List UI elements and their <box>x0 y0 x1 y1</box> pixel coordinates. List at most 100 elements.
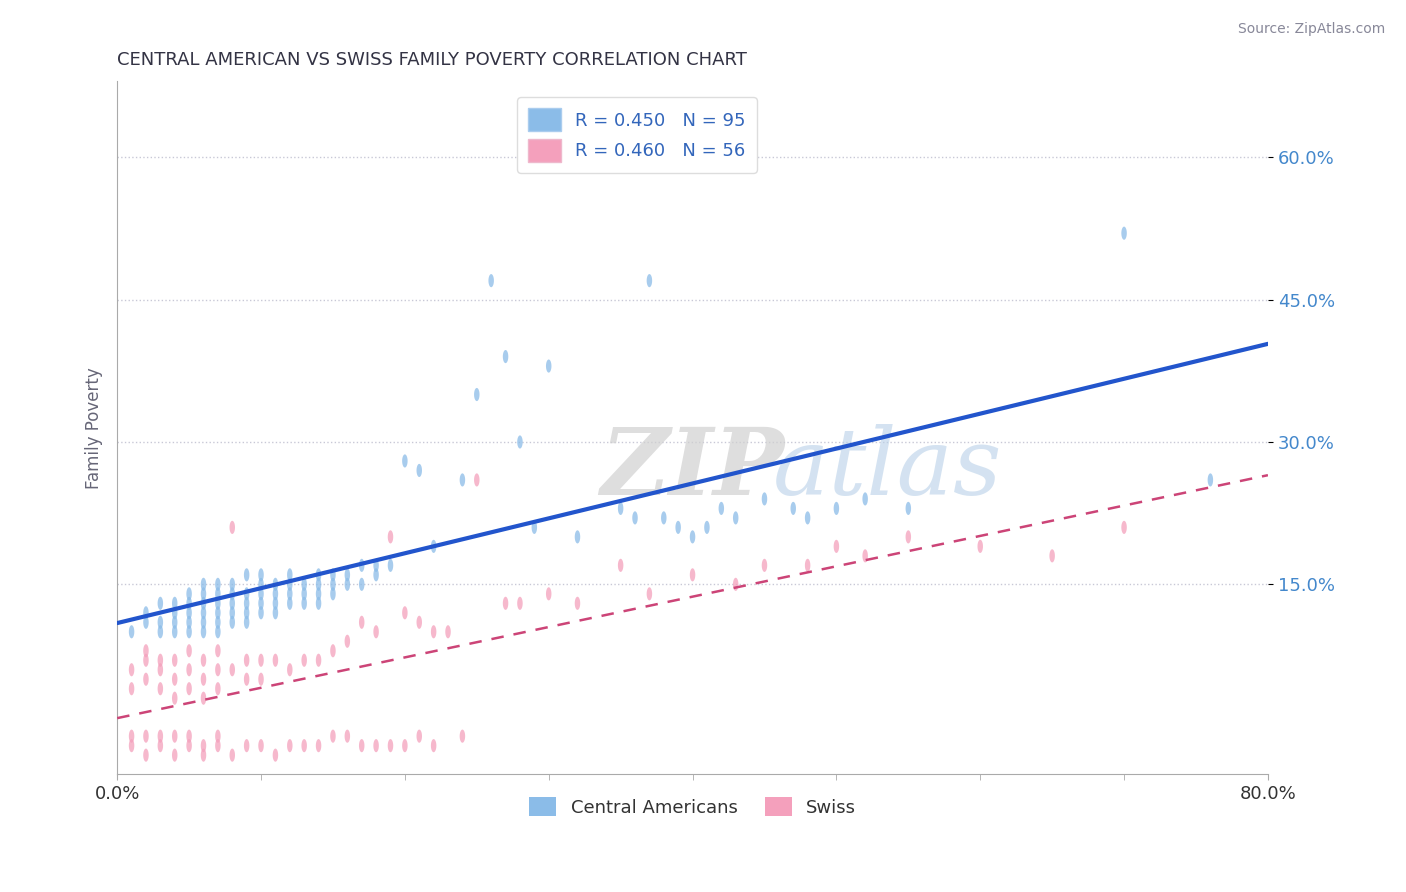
Point <box>207 596 229 610</box>
Point <box>567 596 589 610</box>
Point <box>380 558 402 573</box>
Point <box>422 739 444 753</box>
Point <box>969 540 991 554</box>
Point <box>825 540 848 554</box>
Point <box>149 653 172 667</box>
Point <box>292 577 315 591</box>
Point <box>479 274 502 288</box>
Point <box>250 577 273 591</box>
Point <box>1112 520 1135 534</box>
Point <box>179 596 201 610</box>
Point <box>235 606 257 620</box>
Point <box>235 587 257 601</box>
Point <box>451 473 474 487</box>
Point <box>193 653 215 667</box>
Point <box>853 491 876 506</box>
Point <box>149 729 172 743</box>
Point <box>207 739 229 753</box>
Point <box>193 587 215 601</box>
Point <box>724 511 747 525</box>
Point <box>350 558 373 573</box>
Legend: Central Americans, Swiss: Central Americans, Swiss <box>522 790 863 824</box>
Point <box>250 567 273 582</box>
Point <box>394 454 416 468</box>
Point <box>364 739 387 753</box>
Text: CENTRAL AMERICAN VS SWISS FAMILY POVERTY CORRELATION CHART: CENTRAL AMERICAN VS SWISS FAMILY POVERTY… <box>117 51 747 69</box>
Point <box>638 587 661 601</box>
Point <box>250 587 273 601</box>
Point <box>422 540 444 554</box>
Point <box>278 587 301 601</box>
Point <box>149 681 172 696</box>
Point <box>308 587 330 601</box>
Point <box>754 558 776 573</box>
Point <box>207 663 229 677</box>
Point <box>364 567 387 582</box>
Point <box>179 729 201 743</box>
Point <box>322 729 344 743</box>
Point <box>264 653 287 667</box>
Point <box>292 587 315 601</box>
Point <box>163 606 186 620</box>
Point <box>193 606 215 620</box>
Point <box>364 624 387 639</box>
Point <box>135 729 157 743</box>
Point <box>235 615 257 630</box>
Point <box>509 434 531 449</box>
Point <box>207 615 229 630</box>
Point <box>380 530 402 544</box>
Point <box>782 501 804 516</box>
Point <box>624 511 647 525</box>
Point <box>163 729 186 743</box>
Point <box>322 577 344 591</box>
Point <box>221 615 243 630</box>
Point <box>163 615 186 630</box>
Point <box>451 729 474 743</box>
Point <box>437 624 460 639</box>
Point <box>250 606 273 620</box>
Text: Source: ZipAtlas.com: Source: ZipAtlas.com <box>1237 22 1385 37</box>
Point <box>135 606 157 620</box>
Point <box>235 653 257 667</box>
Point <box>121 739 143 753</box>
Point <box>308 653 330 667</box>
Point <box>221 606 243 620</box>
Point <box>322 567 344 582</box>
Point <box>350 739 373 753</box>
Point <box>135 615 157 630</box>
Point <box>567 530 589 544</box>
Point <box>336 567 359 582</box>
Point <box>422 624 444 639</box>
Point <box>264 748 287 763</box>
Point <box>221 663 243 677</box>
Point <box>179 624 201 639</box>
Point <box>465 387 488 401</box>
Point <box>682 530 704 544</box>
Point <box>163 624 186 639</box>
Point <box>121 681 143 696</box>
Point <box>264 596 287 610</box>
Point <box>135 748 157 763</box>
Point <box>250 653 273 667</box>
Point <box>221 748 243 763</box>
Point <box>696 520 718 534</box>
Point <box>193 596 215 610</box>
Point <box>121 663 143 677</box>
Point <box>408 463 430 477</box>
Point <box>163 596 186 610</box>
Point <box>350 615 373 630</box>
Point <box>179 739 201 753</box>
Point <box>221 520 243 534</box>
Point <box>207 624 229 639</box>
Point <box>135 672 157 686</box>
Text: ZIP: ZIP <box>600 425 785 515</box>
Point <box>350 577 373 591</box>
Point <box>163 748 186 763</box>
Point <box>163 691 186 706</box>
Point <box>179 587 201 601</box>
Point <box>638 274 661 288</box>
Point <box>149 663 172 677</box>
Point <box>250 672 273 686</box>
Point <box>308 577 330 591</box>
Point <box>221 587 243 601</box>
